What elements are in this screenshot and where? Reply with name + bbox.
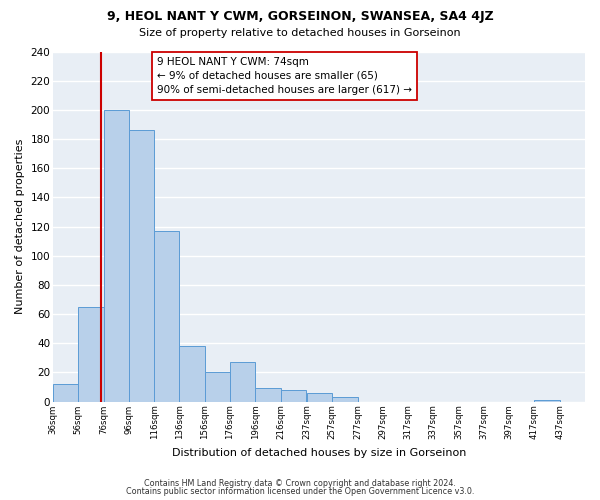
Bar [535,400,560,402]
Bar [255,388,281,402]
Bar [230,362,255,402]
Bar [332,397,358,402]
Bar [307,393,332,402]
Bar [104,110,129,402]
Text: Contains public sector information licensed under the Open Government Licence v3: Contains public sector information licen… [126,487,474,496]
Y-axis label: Number of detached properties: Number of detached properties [15,139,25,314]
Bar [179,346,205,402]
Text: 9 HEOL NANT Y CWM: 74sqm
← 9% of detached houses are smaller (65)
90% of semi-de: 9 HEOL NANT Y CWM: 74sqm ← 9% of detache… [157,57,412,95]
Bar [205,372,230,402]
Text: Size of property relative to detached houses in Gorseinon: Size of property relative to detached ho… [139,28,461,38]
X-axis label: Distribution of detached houses by size in Gorseinon: Distribution of detached houses by size … [172,448,466,458]
Text: Contains HM Land Registry data © Crown copyright and database right 2024.: Contains HM Land Registry data © Crown c… [144,478,456,488]
Bar [154,231,179,402]
Bar [281,390,306,402]
Bar [129,130,154,402]
Bar [79,306,104,402]
Bar [53,384,79,402]
Text: 9, HEOL NANT Y CWM, GORSEINON, SWANSEA, SA4 4JZ: 9, HEOL NANT Y CWM, GORSEINON, SWANSEA, … [107,10,493,23]
